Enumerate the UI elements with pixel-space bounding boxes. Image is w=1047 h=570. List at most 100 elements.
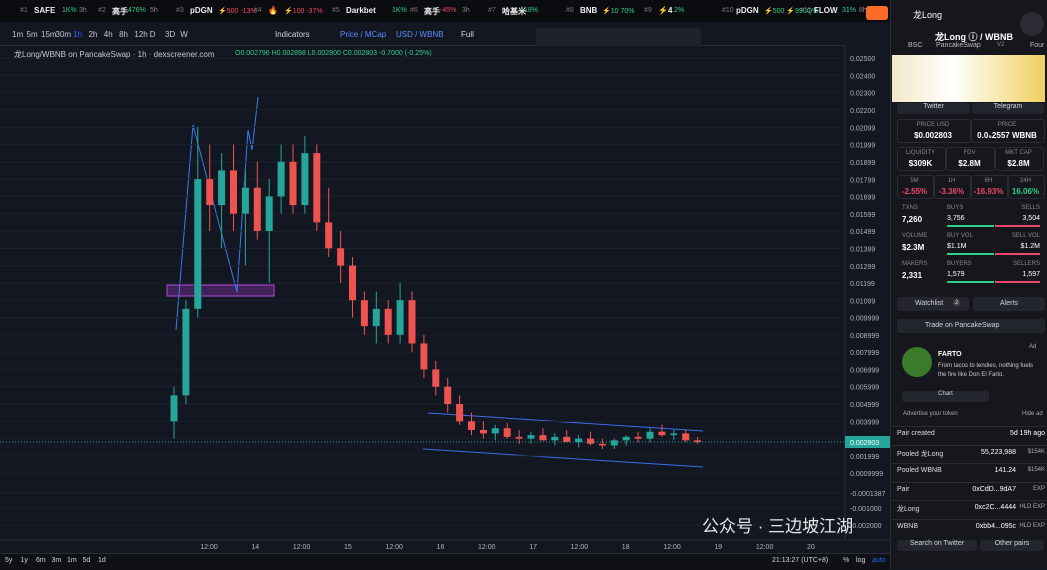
change-value: -3.36% — [938, 187, 965, 196]
y-tick-label: 0.0009999 — [850, 471, 883, 478]
info-row — [892, 518, 1047, 520]
range-button[interactable]: 5d — [82, 557, 91, 564]
timeframe[interactable]: 15m — [41, 30, 57, 39]
ticker-rank: #11 — [800, 7, 812, 14]
telegram-button[interactable]: Telegram — [972, 103, 1044, 114]
info-extra: $154K — [1027, 448, 1045, 455]
candle-body — [598, 443, 606, 446]
dex: PancakeSwap — [936, 42, 981, 49]
range-button[interactable]: 1m — [67, 557, 77, 564]
range-button[interactable]: 3m — [51, 557, 62, 564]
timeframe[interactable]: 8h — [119, 30, 128, 39]
indicators-button[interactable]: Indicators — [275, 30, 310, 39]
range-button[interactable]: 1y — [20, 557, 28, 564]
info-extra: $154K — [1027, 467, 1045, 473]
fullscreen-button[interactable]: Full — [461, 30, 474, 39]
advertise-link[interactable]: Advertise your token — [903, 411, 958, 417]
y-tick-label: 0.006999 — [850, 367, 879, 374]
timeframe[interactable]: 3D — [165, 30, 176, 39]
info-row — [892, 481, 1047, 483]
timeframe[interactable]: D — [149, 30, 156, 39]
ticker-badge[interactable] — [866, 6, 888, 20]
log-toggle[interactable]: log — [856, 557, 866, 564]
x-tick-label: 12:00 — [663, 544, 681, 551]
percent-toggle[interactable]: % — [843, 557, 850, 564]
x-tick-label: 12:00 — [756, 544, 774, 551]
ticker-rank: #7 — [488, 7, 496, 14]
activity-right-label: SELLS — [1021, 205, 1040, 211]
range-button[interactable]: 6m — [36, 557, 46, 564]
ohlc-legend: O0.002796 H0.002898 L0.002800 C0.002803 … — [235, 50, 432, 57]
price-value: $0.002803 — [914, 131, 952, 140]
other-pairs-button[interactable]: Other pairs — [980, 540, 1044, 551]
ad-name: FARTO — [938, 351, 962, 358]
trade-button[interactable]: Trade on PancakeSwap — [897, 319, 1045, 333]
y-tick-label: 0.01899 — [850, 160, 875, 167]
activity-right-label: SELLERS — [1012, 261, 1040, 267]
ratio-bar-sell — [995, 281, 1040, 283]
currency-toggle[interactable]: USD / WBNB — [396, 30, 444, 39]
ad-chart-button[interactable]: Chart — [902, 391, 989, 402]
collapse-button[interactable] — [1020, 12, 1044, 36]
range-button[interactable]: 5y — [5, 557, 13, 564]
info-label: WBNB — [897, 522, 918, 530]
metric-box — [946, 147, 995, 171]
info-extra: HLD EXP — [1019, 522, 1045, 529]
price-box — [897, 119, 971, 143]
timeframe[interactable]: 1m — [12, 30, 24, 39]
drawing-toolbar[interactable] — [536, 28, 701, 46]
y-tick-label: 0.02300 — [850, 91, 875, 98]
range-button[interactable]: 1d — [98, 557, 106, 564]
ticker-rank: #1 — [20, 7, 28, 14]
ticker-change: 18% — [524, 7, 539, 14]
ticker-age: 5h — [150, 7, 158, 14]
candle-body — [396, 300, 404, 335]
info-extra: EXP — [1032, 485, 1045, 492]
price-mcap-toggle[interactable]: Price / MCap — [340, 30, 387, 39]
candle-body — [349, 265, 356, 301]
y-tick-label: 0.005999 — [850, 385, 879, 392]
timeframe[interactable]: W — [180, 30, 188, 39]
alerts-button[interactable]: Alerts — [973, 297, 1045, 311]
timeframe[interactable]: 12h — [134, 30, 148, 39]
info-extra: HLD EXP — [1019, 504, 1045, 510]
timeframe[interactable]: 4h — [103, 30, 113, 39]
y-tick-label: 0.02200 — [850, 108, 875, 115]
info-label: Pair — [897, 485, 910, 493]
auto-toggle[interactable]: auto — [872, 557, 886, 564]
ticker-change: 476% — [128, 7, 146, 14]
y-tick-label: 0.01999 — [850, 143, 875, 150]
twitter-button[interactable]: Twitter — [897, 103, 970, 114]
ticker-age: 8h — [859, 7, 867, 14]
candle-body — [563, 436, 571, 443]
candle-body — [420, 343, 428, 370]
candle-body — [515, 436, 523, 439]
launchpad: Four — [1030, 42, 1045, 49]
timeframe[interactable]: 30m — [55, 30, 72, 39]
activity-left-value: $1.1M — [947, 243, 967, 250]
ticker-rank: #9 — [644, 7, 652, 14]
change-label: 5M — [910, 178, 919, 184]
metric-value: $2.8M — [958, 159, 981, 168]
candle-body — [456, 404, 464, 422]
ticker-name: BNB — [580, 6, 598, 15]
price-value: 0.0₅2557 WBNB — [977, 131, 1037, 140]
channel-bottom — [422, 448, 704, 468]
timeframe[interactable]: 1h — [73, 30, 83, 39]
timeframe[interactable]: 5m — [26, 30, 38, 39]
info-value: 0xCdD...9dA7 — [972, 485, 1016, 493]
candle-body — [241, 187, 249, 214]
activity-right-value: 1,597 — [1022, 271, 1040, 278]
watchlist-button[interactable]: Watchlist — [897, 297, 969, 311]
timeframe[interactable]: 2h — [88, 30, 98, 39]
token-banner — [892, 55, 1045, 102]
hide-ad-link[interactable]: Hide ad — [1022, 411, 1043, 417]
candle-body — [670, 433, 678, 436]
search-twitter-button[interactable]: Search on Twitter — [897, 540, 977, 551]
info-row — [892, 426, 1047, 427]
change-label: 24H — [1019, 178, 1031, 184]
y-tick-label: 0.007999 — [850, 350, 879, 357]
ticker-name: 哈基米 — [502, 7, 526, 16]
candle-body — [479, 429, 487, 434]
candle-body — [360, 300, 368, 327]
